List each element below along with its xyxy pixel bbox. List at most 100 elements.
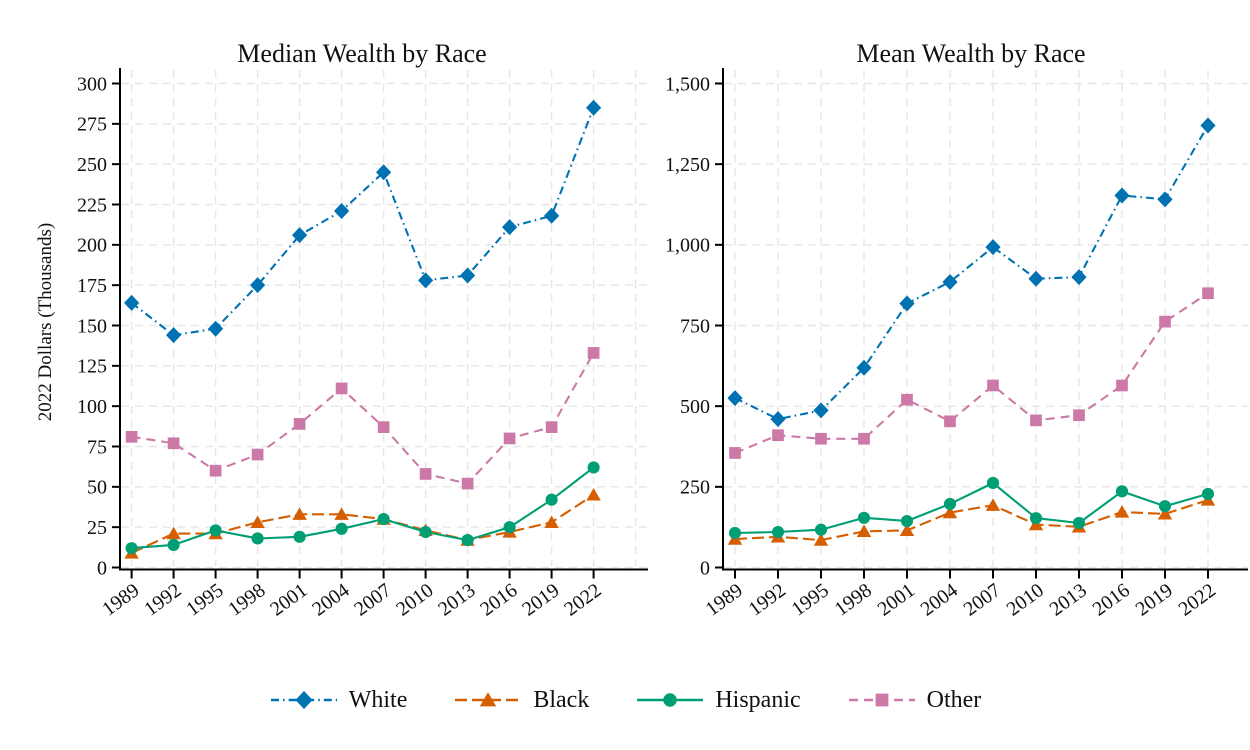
black-marker xyxy=(292,507,307,520)
other-marker xyxy=(209,464,222,477)
white-marker xyxy=(250,277,266,294)
x-tick-label: 2007 xyxy=(350,579,395,620)
hispanic-marker xyxy=(1029,512,1043,525)
black-marker xyxy=(334,507,349,520)
black-marker xyxy=(1157,507,1173,520)
y-tick-label: 200 xyxy=(77,235,107,257)
hispanic-marker xyxy=(377,513,390,526)
hispanic-marker xyxy=(986,476,1000,490)
hispanic-marker xyxy=(335,522,348,535)
x-tick-label: 2016 xyxy=(1089,579,1134,620)
y-tick-label: 750 xyxy=(680,315,710,337)
black-marker xyxy=(813,533,829,546)
black-series xyxy=(727,493,1216,546)
hispanic-marker xyxy=(771,525,785,539)
black-marker xyxy=(544,515,559,528)
y-tick-label: 1,250 xyxy=(665,154,710,176)
hispanic-series xyxy=(125,461,600,555)
white-marker xyxy=(124,294,140,311)
hispanic-marker xyxy=(209,524,222,537)
y-tick-label: 1,500 xyxy=(665,73,710,95)
panel-median: 0255075100125150175200225250275300198919… xyxy=(77,68,648,621)
other-marker xyxy=(944,415,956,428)
other-marker xyxy=(729,447,741,459)
white-marker xyxy=(856,359,872,376)
hispanic-marker xyxy=(503,521,516,534)
x-tick-label: 2010 xyxy=(1003,579,1048,620)
other-marker xyxy=(587,347,600,359)
black-line xyxy=(131,494,595,554)
y-tick-label: 25 xyxy=(87,517,107,539)
grid xyxy=(121,70,648,569)
other-marker xyxy=(901,393,913,406)
white-marker xyxy=(1028,270,1044,287)
other-marker xyxy=(1073,409,1085,422)
legend: White Black Hispanic Other xyxy=(0,685,1250,715)
hispanic-series xyxy=(728,476,1215,540)
white-line xyxy=(734,124,1209,421)
white-marker xyxy=(942,273,958,290)
hispanic-marker xyxy=(125,542,138,555)
x-tick-label: 1998 xyxy=(831,579,876,620)
other-marker xyxy=(419,468,432,480)
x-tick-label: 2022 xyxy=(1175,579,1220,620)
y-tick-label: 275 xyxy=(77,114,107,136)
y-tick-label: 75 xyxy=(87,436,107,458)
black-marker xyxy=(985,498,1001,511)
x-tick-label: 1998 xyxy=(224,579,269,620)
hispanic-marker xyxy=(857,511,871,524)
hispanic-marker-icon xyxy=(663,693,678,707)
white-marker xyxy=(208,320,224,337)
other-marker xyxy=(167,437,180,450)
x-tick-label: 1992 xyxy=(140,579,185,620)
other-marker xyxy=(461,477,474,490)
legend-label-hispanic: Hispanic xyxy=(715,686,801,713)
legend-label-other: Other xyxy=(926,686,982,713)
x-tick-label: 1995 xyxy=(788,579,833,620)
x-tick-label: 1989 xyxy=(702,579,747,620)
y-tick-label: 1,000 xyxy=(665,235,710,257)
legend-item-white: White xyxy=(269,685,407,715)
white-marker xyxy=(586,99,602,116)
white-marker xyxy=(770,411,786,428)
other-marker xyxy=(335,382,348,395)
hispanic-marker xyxy=(545,493,558,506)
y-tick-label: 125 xyxy=(77,356,107,378)
other-marker xyxy=(125,430,138,443)
other-marker xyxy=(815,432,827,445)
x-tick-label: 2022 xyxy=(560,579,605,620)
x-tick-label: 1995 xyxy=(182,579,227,620)
other-marker xyxy=(1202,287,1214,300)
hispanic-series-sample xyxy=(637,693,704,707)
y-tick-label: 300 xyxy=(77,73,107,95)
other-series-sample xyxy=(848,693,915,707)
other-marker xyxy=(377,421,390,433)
hispanic-marker xyxy=(587,461,600,474)
x-tick-label: 2004 xyxy=(917,579,962,620)
white-marker-icon xyxy=(295,691,313,709)
y-tick-label: 50 xyxy=(87,477,107,499)
x-tick-label: 1989 xyxy=(98,579,143,620)
x-tick-label: 2019 xyxy=(1132,579,1177,620)
x-tick-label: 2001 xyxy=(266,579,311,620)
black-marker xyxy=(942,505,958,519)
legend-item-other: Other xyxy=(847,685,982,715)
x-tick-label: 1992 xyxy=(745,579,790,620)
white-marker xyxy=(334,202,350,219)
hispanic-marker xyxy=(1201,487,1215,500)
black-marker xyxy=(856,524,872,537)
hispanic-marker xyxy=(293,530,306,543)
other-marker xyxy=(1159,315,1171,328)
hispanic-marker xyxy=(728,526,742,540)
white-marker xyxy=(460,267,476,284)
other-marker xyxy=(858,432,870,445)
y-axis-title: 2022 Dollars (Thousands) xyxy=(35,222,56,422)
hispanic-marker xyxy=(814,523,828,536)
other-line xyxy=(131,352,595,485)
white-series xyxy=(124,99,602,344)
grid xyxy=(724,70,1248,569)
legend-item-hispanic: Hispanic xyxy=(635,685,801,715)
y-tick-label: 175 xyxy=(77,275,107,297)
hispanic-marker xyxy=(419,525,432,539)
